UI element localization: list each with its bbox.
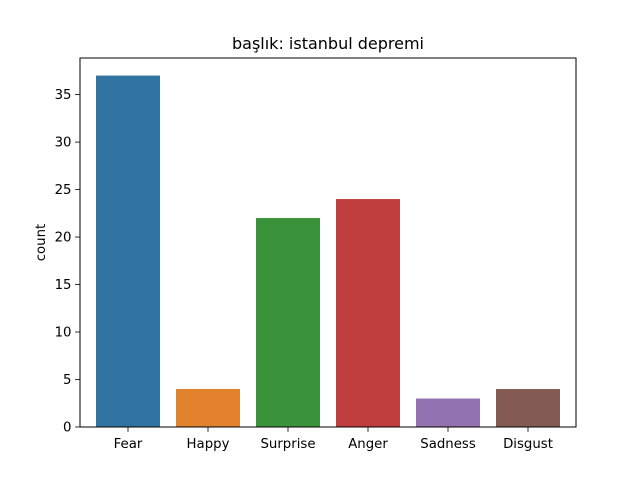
bar-surprise [256, 218, 320, 427]
x-tick-label: Sadness [420, 437, 476, 452]
bar-sadness [416, 398, 480, 427]
bars [96, 75, 560, 428]
y-tick-label: 25 [55, 183, 72, 198]
plot-frame [79, 57, 577, 428]
bar-fear [96, 75, 160, 428]
y-axis-ticks: 0 5 10 15 20 25 30 35 [55, 88, 80, 436]
y-tick-label: 0 [63, 421, 71, 436]
x-tick-label: Anger [348, 437, 388, 452]
y-tick-label: 20 [55, 231, 72, 246]
x-tick-label: Disgust [503, 437, 553, 452]
x-axis-ticks: Fear Happy Surprise Anger Sadness Disgust [114, 427, 553, 452]
bar-anger [336, 199, 400, 427]
bar-happy [176, 389, 240, 427]
y-axis-title: count [34, 224, 49, 262]
bar-disgust [496, 389, 560, 427]
x-tick-label: Fear [114, 437, 143, 452]
y-tick-label: 30 [55, 136, 72, 151]
y-tick-label: 15 [55, 278, 72, 293]
y-tick-label: 5 [63, 373, 71, 388]
y-tick-label: 35 [55, 88, 72, 103]
x-tick-label: Happy [187, 437, 230, 452]
y-tick-label: 10 [55, 326, 72, 341]
x-tick-label: Surprise [260, 437, 315, 452]
chart-title: başlık: istanbul depremi [232, 34, 424, 53]
